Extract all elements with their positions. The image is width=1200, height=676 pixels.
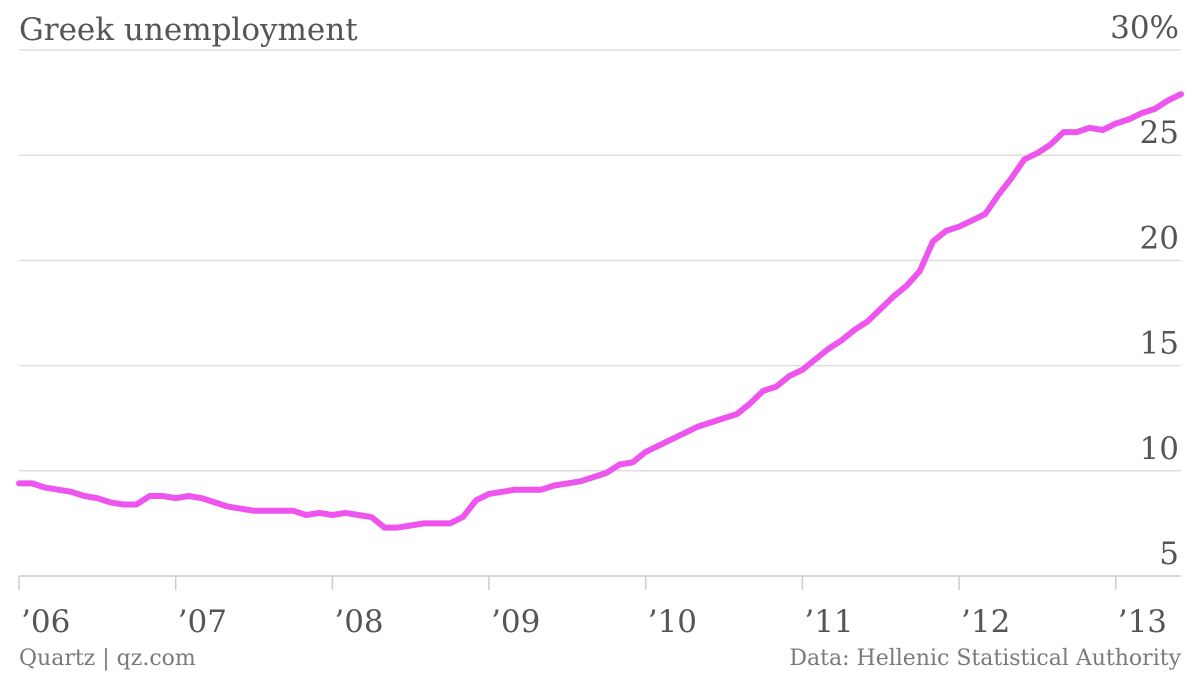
x-tick-label: ’13 bbox=[1118, 604, 1167, 640]
source-credit: Quartz | qz.com bbox=[19, 646, 196, 671]
data-source: Data: Hellenic Statistical Authority bbox=[789, 646, 1181, 671]
x-axis bbox=[18, 576, 1117, 590]
x-tick-labels: ’06 ’07 ’08 ’09 ’10 ’11 ’12 ’13 bbox=[21, 604, 1167, 640]
y-tick-label: 15 bbox=[1140, 326, 1179, 362]
x-tick-label: ’09 bbox=[491, 604, 540, 640]
x-tick-label: ’12 bbox=[961, 604, 1010, 640]
y-tick-labels: 5 10 15 20 25 30% bbox=[1110, 10, 1179, 572]
y-tick-label: 25 bbox=[1140, 115, 1179, 151]
x-tick-label: ’11 bbox=[804, 604, 853, 640]
grid-lines bbox=[19, 49, 1181, 577]
series-line bbox=[16, 91, 1184, 531]
series-group bbox=[16, 91, 1184, 531]
x-tick-label: ’06 bbox=[21, 604, 70, 640]
y-tick-label: 5 bbox=[1159, 536, 1179, 572]
y-tick-label: 10 bbox=[1140, 431, 1179, 467]
x-tick-label: ’10 bbox=[648, 604, 697, 640]
x-tick-label: ’07 bbox=[178, 604, 227, 640]
y-tick-label: 20 bbox=[1140, 220, 1179, 256]
chart-title: Greek unemployment bbox=[19, 12, 358, 48]
y-tick-label: 30% bbox=[1110, 10, 1179, 46]
x-tick-label: ’08 bbox=[334, 604, 383, 640]
